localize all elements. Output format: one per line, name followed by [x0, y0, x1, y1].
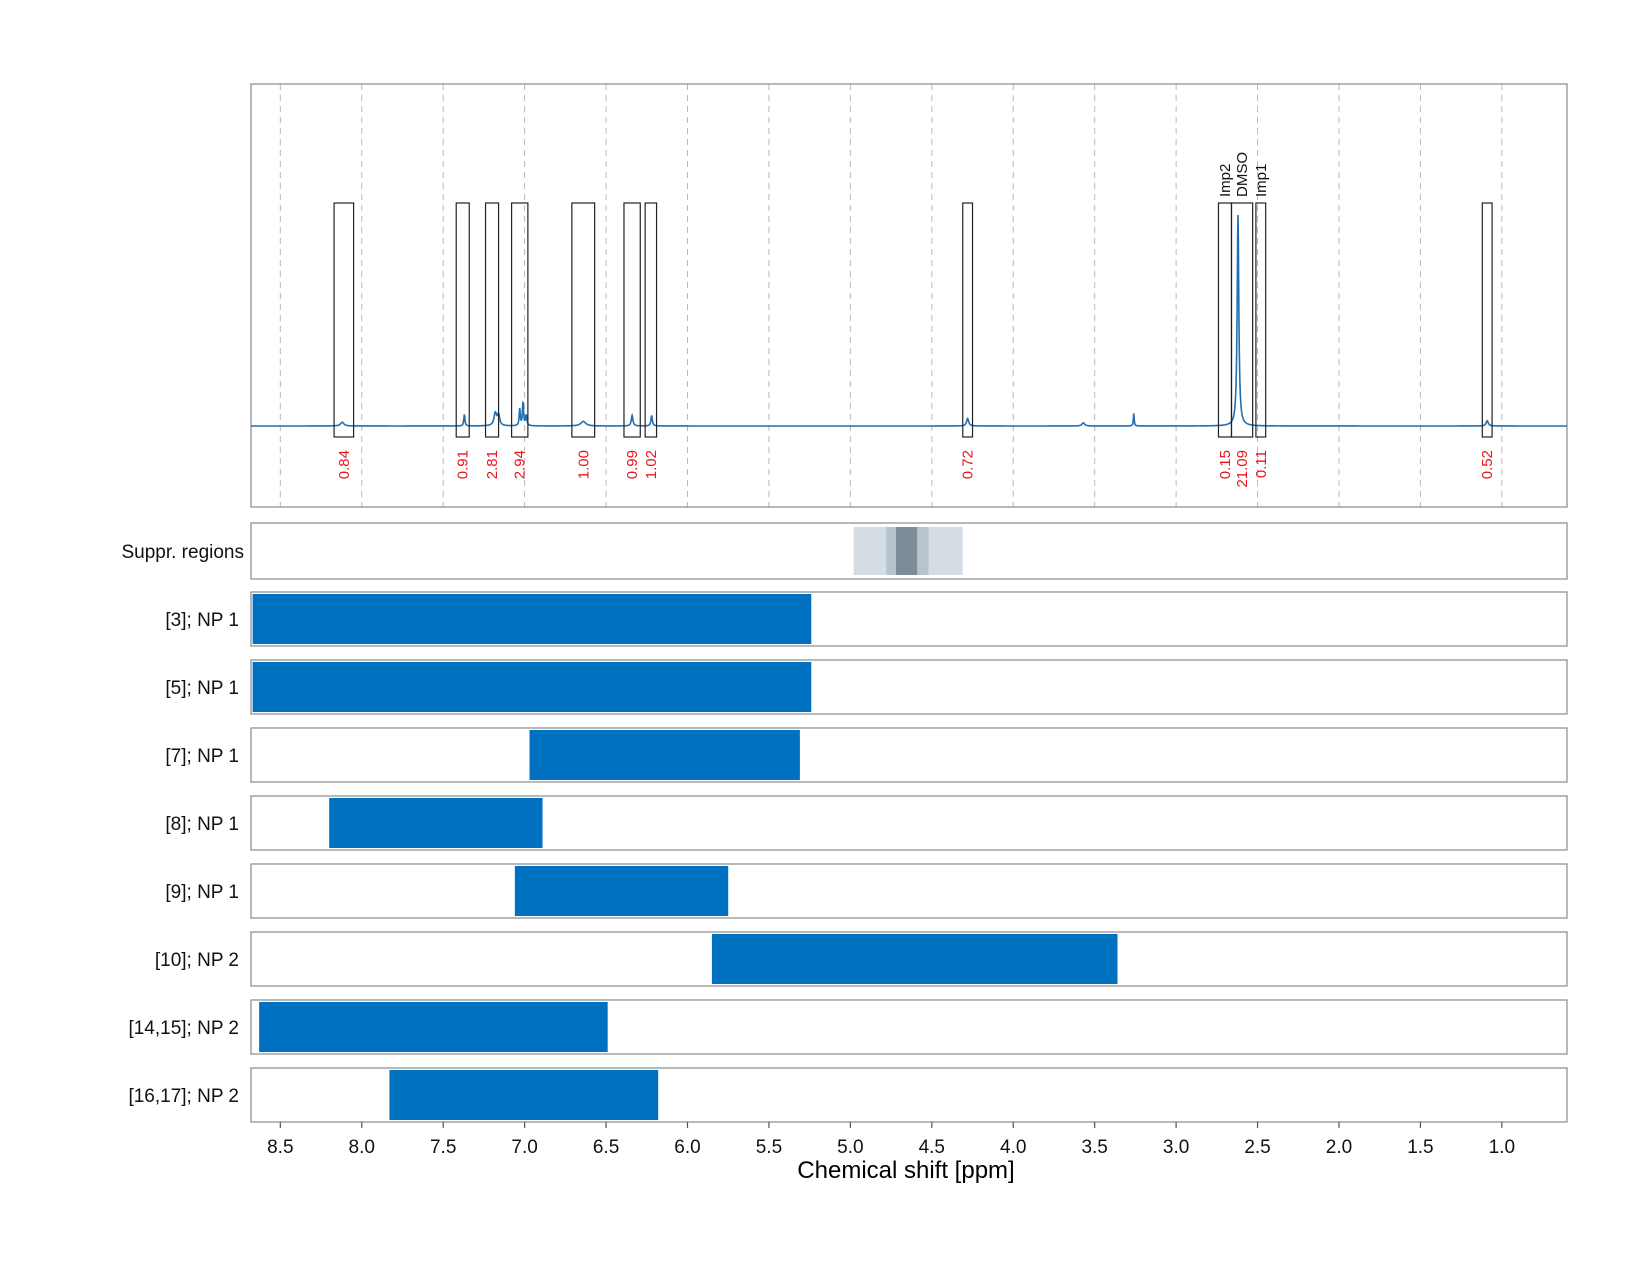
x-tick-label: 8.0: [349, 1137, 375, 1158]
x-tick-label: 4.5: [919, 1137, 945, 1158]
range-bar: [529, 730, 800, 780]
range-row-frame: [250, 795, 1568, 851]
range-row-label: [8]; NP 1: [165, 814, 239, 835]
range-row-label: [7]; NP 1: [165, 746, 239, 767]
integral-value: 0.52: [1479, 450, 1496, 479]
range-bar: [252, 662, 812, 712]
integration-box: [455, 202, 470, 438]
range-row: [8]; NP 1: [165, 795, 1568, 851]
integral-value: 21.09: [1234, 450, 1251, 488]
integration-box: [623, 202, 641, 438]
integral-value: 1.00: [575, 450, 592, 479]
integration-region: 0.91: [455, 202, 472, 479]
integral-value: 1.02: [643, 450, 660, 479]
integration-region: 1.00: [571, 202, 596, 479]
integral-value: 0.72: [960, 450, 977, 479]
spectrum-panel: 0.84 0.91 2.81 2.94 1.00 0.99 1.02 0.72 0.15 Imp2…: [250, 83, 1568, 508]
integration-region: 0.99: [623, 202, 641, 479]
x-tick-label: 1.0: [1489, 1137, 1515, 1158]
range-row-frame: [250, 727, 1568, 783]
range-bar: [711, 934, 1118, 984]
range-row: [10]; NP 2: [155, 931, 1568, 987]
integration-box: [1230, 202, 1254, 438]
region-label: Imp1: [1253, 164, 1270, 197]
range-row-label: [3]; NP 1: [165, 610, 239, 631]
range-bar: [389, 1070, 659, 1120]
integration-box: [510, 202, 529, 438]
x-tick-label: 6.5: [593, 1137, 619, 1158]
x-tick-label: 2.5: [1244, 1137, 1270, 1158]
integration-box: [571, 202, 596, 438]
range-row-label: [5]; NP 1: [165, 678, 239, 699]
x-tick-label: 4.0: [1000, 1137, 1026, 1158]
range-bars-panel: [3]; NP 1 [5]; NP 1 [7]; NP 1 [8]; NP 1 [9];…: [128, 591, 1568, 1123]
range-row-frame: [250, 591, 1568, 647]
integration-region: 0.52: [1479, 202, 1496, 479]
range-row-frame: [250, 999, 1568, 1055]
range-row-frame: [250, 659, 1568, 715]
range-bar: [259, 1002, 608, 1052]
range-row: [16,17]; NP 2: [128, 1067, 1568, 1123]
integration-box: [962, 202, 974, 438]
integral-value: 0.15: [1217, 450, 1234, 479]
integration-region: 2.81: [484, 202, 501, 479]
suppressed-band: [895, 527, 918, 575]
integration-region: 21.09 DMSO: [1230, 152, 1254, 488]
region-label: Imp2: [1217, 164, 1234, 197]
x-tick-label: 6.0: [674, 1137, 700, 1158]
integration-region: 2.94: [510, 202, 529, 479]
spectrum-frame: [250, 83, 1568, 508]
x-tick-label: 7.5: [430, 1137, 456, 1158]
region-label: DMSO: [1234, 152, 1251, 197]
suppressed-regions-label: Suppr. regions: [121, 542, 244, 563]
range-row-frame: [250, 1067, 1568, 1123]
integration-box: [1255, 202, 1267, 438]
range-row: [9]; NP 1: [165, 863, 1568, 919]
suppressed-frame: [250, 522, 1568, 580]
integration-region: 0.72: [960, 202, 977, 479]
range-bar: [252, 594, 812, 644]
x-tick-label: 1.5: [1407, 1137, 1433, 1158]
range-row-label: [14,15]; NP 2: [128, 1018, 239, 1039]
integration-box: [333, 202, 355, 438]
x-tick-label: 5.0: [837, 1137, 863, 1158]
range-row-frame: [250, 931, 1568, 987]
integration-box: [1217, 202, 1233, 438]
x-tick-label: 2.0: [1326, 1137, 1352, 1158]
range-row: [7]; NP 1: [165, 727, 1568, 783]
integration-box: [1481, 202, 1493, 438]
range-row: [3]; NP 1: [165, 591, 1568, 647]
range-bar: [329, 798, 543, 848]
range-bar: [514, 866, 729, 916]
integration-box: [484, 202, 500, 438]
x-tick-label: 3.5: [1081, 1137, 1107, 1158]
suppressed-regions-panel: Suppr. regions: [121, 522, 1568, 580]
range-row-frame: [250, 863, 1568, 919]
integral-value: 0.11: [1253, 450, 1270, 478]
range-row: [14,15]; NP 2: [128, 999, 1568, 1055]
integration-region: 1.02: [643, 202, 660, 479]
x-tick-label: 5.5: [756, 1137, 782, 1158]
integral-value: 2.81: [484, 450, 501, 479]
integration-region: 0.11 Imp1: [1253, 164, 1270, 478]
integration-box: [644, 202, 658, 438]
integration-region: 0.84: [333, 202, 355, 479]
spectrum-trace: [251, 214, 1567, 427]
x-axis-title: Chemical shift [ppm]: [797, 1157, 1014, 1184]
integral-value: 2.94: [512, 450, 529, 479]
range-row-label: [16,17]; NP 2: [128, 1086, 239, 1107]
x-tick-label: 3.0: [1163, 1137, 1189, 1158]
x-axis: 8.5 8.0 7.5 7.0 6.5 6.0 5.5 5.0 4.5 4.0 3.5 3.0 2.5 2…: [267, 1122, 1515, 1158]
integral-value: 0.91: [455, 450, 472, 479]
range-row-label: [9]; NP 1: [165, 882, 239, 903]
grid-lines: [279, 84, 1503, 507]
range-row: [5]; NP 1: [165, 659, 1568, 715]
range-row-label: [10]; NP 2: [155, 950, 239, 971]
integral-value: 0.84: [336, 450, 353, 479]
x-tick-label: 7.0: [511, 1137, 537, 1158]
x-tick-label: 8.5: [267, 1137, 293, 1158]
integral-value: 0.99: [624, 450, 641, 479]
